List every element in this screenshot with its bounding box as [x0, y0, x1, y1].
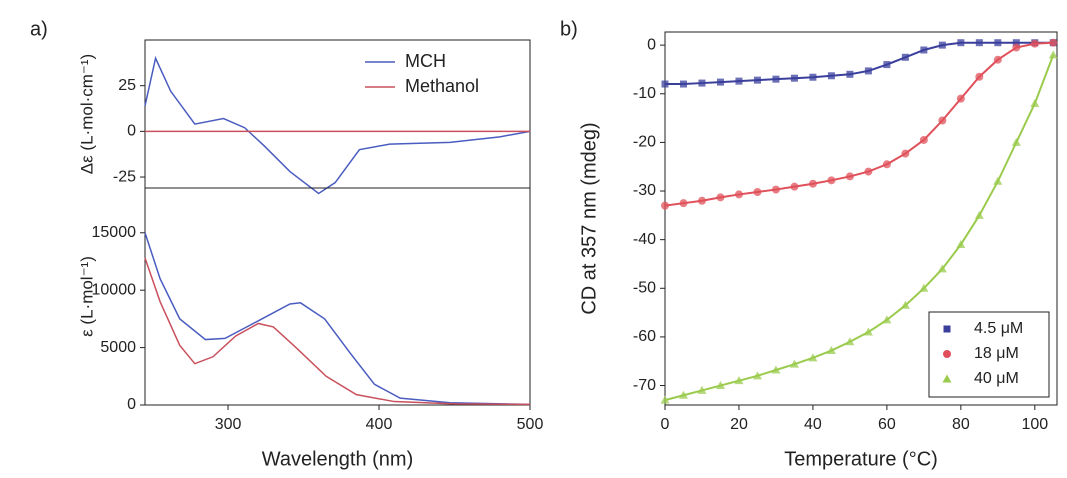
y-tick-label: 10000	[92, 281, 137, 298]
x-tick-label: 100	[1021, 416, 1048, 433]
panel-label: a)	[30, 18, 48, 40]
x-tick-label: 40	[804, 416, 822, 433]
y-tick-label: 0	[127, 123, 136, 140]
x-tick-label: 20	[730, 416, 748, 433]
y-tick-label: 25	[118, 77, 136, 94]
fit-line	[664, 41, 1054, 207]
legend-label: Methanol	[405, 76, 479, 96]
x-tick-label: 80	[952, 416, 970, 433]
x-axis-label: Temperature (°C)	[784, 448, 938, 470]
y-tick-label: 0	[127, 396, 136, 413]
x-tick-label: 60	[878, 416, 896, 433]
legend-label: 18 μM	[974, 345, 1019, 362]
y-tick-label: -25	[113, 168, 136, 185]
legend-label: 40 μM	[974, 370, 1019, 387]
x-axis-label: Wavelength (nm)	[262, 448, 414, 470]
plot-frame	[144, 39, 531, 189]
y-axis-label: CD at 357 nm (mdeg)	[578, 122, 600, 314]
y-tick-label: 5000	[100, 339, 136, 356]
fit-line	[664, 54, 1055, 402]
marker	[1048, 50, 1058, 59]
y-tick-label: -10	[633, 85, 656, 102]
y-tick-label: -60	[633, 328, 656, 345]
legend-swatch	[942, 374, 952, 383]
x-tick-label: 0	[661, 416, 670, 433]
series-line	[144, 55, 531, 195]
x-tick-label: 500	[517, 416, 544, 433]
legend-swatch	[943, 325, 951, 333]
legend-swatch	[943, 350, 951, 358]
y-tick-label: -50	[633, 280, 656, 297]
y-axis-label: ε (L·mol⁻¹)	[77, 256, 96, 337]
legend-label: MCH	[405, 51, 446, 71]
x-tick-label: 300	[215, 416, 242, 433]
series-line	[144, 232, 531, 406]
plot-frame	[664, 31, 1058, 406]
fit-line	[665, 41, 1054, 86]
legend-label: 4.5 μM	[974, 320, 1023, 337]
x-tick-label: 400	[366, 416, 393, 433]
panel-label: b)	[560, 18, 578, 40]
y-axis-label: Δε (L·mol·cm⁻¹)	[77, 54, 96, 174]
series-line	[144, 257, 531, 406]
plot-frame	[144, 187, 531, 406]
y-tick-label: 15000	[92, 224, 137, 241]
y-tick-label: -40	[633, 231, 656, 248]
y-tick-label: 0	[647, 36, 656, 53]
y-tick-label: -30	[633, 182, 656, 199]
y-tick-label: -70	[633, 377, 656, 394]
y-tick-label: -20	[633, 134, 656, 151]
